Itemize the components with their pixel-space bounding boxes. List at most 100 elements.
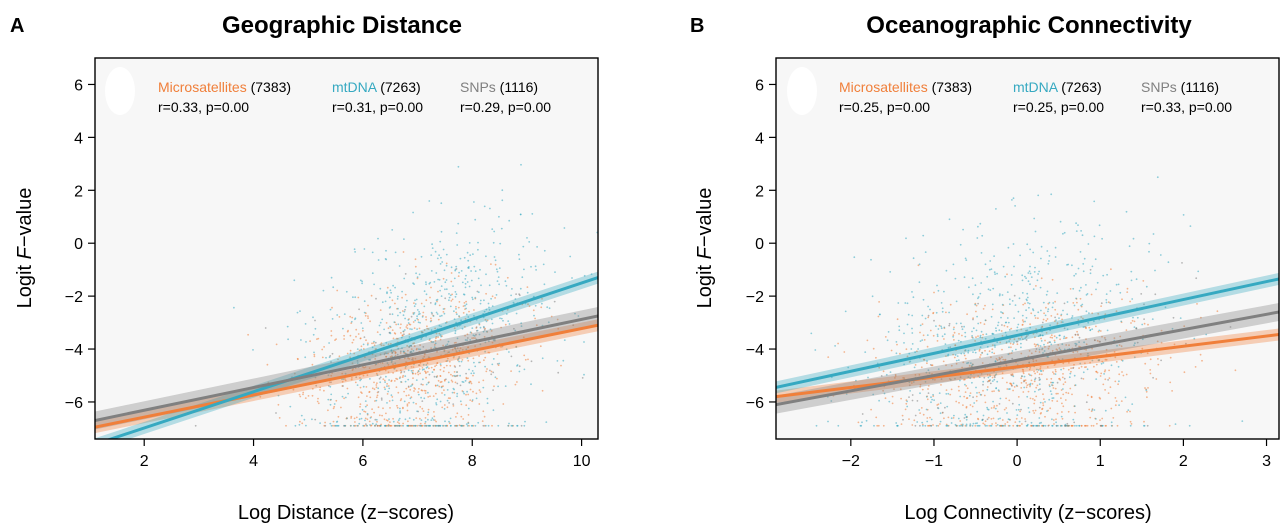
data-point (338, 316, 341, 318)
data-point (1030, 374, 1033, 377)
data-point (496, 363, 499, 365)
data-point (462, 418, 465, 420)
data-point (1124, 396, 1127, 399)
data-point (309, 340, 311, 343)
data-point (421, 331, 423, 334)
data-point (400, 381, 402, 383)
data-point (1097, 359, 1100, 362)
data-point (298, 423, 301, 426)
data-point (1032, 409, 1035, 412)
data-point (508, 422, 510, 425)
data-point (415, 348, 418, 351)
data-point (1038, 424, 1041, 427)
data-point (1070, 367, 1072, 370)
data-point (914, 351, 916, 354)
data-point (1073, 304, 1076, 307)
data-point (391, 360, 393, 362)
data-point (1005, 334, 1008, 337)
data-point (992, 333, 995, 335)
data-point (416, 276, 419, 278)
data-point (1039, 366, 1042, 368)
data-point (1073, 274, 1076, 277)
data-point (458, 271, 460, 274)
data-point (1048, 301, 1051, 304)
data-point (494, 297, 496, 299)
data-point (961, 366, 963, 369)
data-point (371, 251, 374, 254)
data-point (1194, 366, 1197, 368)
data-point (989, 260, 992, 262)
data-point (462, 381, 465, 383)
data-point (1095, 363, 1098, 366)
data-point (444, 297, 447, 300)
data-point (418, 327, 421, 330)
data-point (315, 384, 318, 387)
data-point (1000, 316, 1002, 319)
data-point (387, 364, 390, 366)
data-point (960, 424, 962, 427)
data-point (316, 338, 318, 340)
data-point (385, 352, 388, 355)
data-point (301, 422, 304, 425)
data-point (423, 355, 426, 358)
data-point (889, 271, 892, 273)
data-point (399, 327, 402, 329)
data-point (1030, 379, 1033, 382)
data-point (938, 324, 941, 327)
data-point (1098, 329, 1101, 332)
data-point (1038, 270, 1040, 273)
data-point (363, 410, 365, 413)
data-point (399, 411, 401, 414)
data-point (526, 237, 528, 239)
data-point (1008, 388, 1010, 390)
data-point (1169, 381, 1172, 384)
data-point (843, 351, 846, 353)
data-point (435, 272, 438, 274)
data-point (1019, 338, 1022, 340)
data-point (385, 258, 388, 261)
data-point (1104, 313, 1107, 316)
data-point (1060, 313, 1063, 316)
data-point (330, 393, 333, 396)
data-point (1061, 402, 1063, 405)
data-point (1011, 350, 1014, 352)
data-point (903, 342, 905, 344)
data-point (1152, 233, 1155, 235)
data-point (393, 380, 396, 382)
data-point (916, 350, 918, 353)
data-point (533, 295, 535, 298)
data-point (395, 369, 398, 372)
data-point (959, 376, 962, 379)
data-point (1013, 341, 1015, 344)
data-point (466, 390, 468, 393)
data-point (535, 269, 537, 271)
data-point (1071, 317, 1073, 319)
regression-line-microsatellites (776, 333, 1279, 399)
data-point (907, 313, 910, 316)
data-point (984, 401, 987, 404)
data-point (505, 313, 508, 315)
data-point (1022, 370, 1025, 373)
data-point (433, 281, 436, 283)
y-tick-label: 0 (755, 236, 764, 253)
data-point (1053, 335, 1056, 338)
data-point (1034, 409, 1037, 412)
data-point (417, 373, 420, 376)
data-point (377, 406, 380, 409)
data-point (484, 350, 486, 353)
data-point (470, 279, 473, 282)
data-point (388, 307, 391, 309)
data-point (1185, 342, 1187, 345)
data-point (417, 391, 420, 393)
data-point (1106, 273, 1108, 276)
data-point (457, 222, 460, 225)
data-point (325, 356, 327, 359)
data-point (893, 388, 895, 390)
data-point (390, 394, 393, 397)
data-point (401, 424, 403, 427)
data-point (969, 392, 972, 394)
data-point (330, 334, 333, 337)
data-point (502, 319, 504, 322)
data-point (972, 293, 974, 296)
data-point (1021, 314, 1024, 317)
